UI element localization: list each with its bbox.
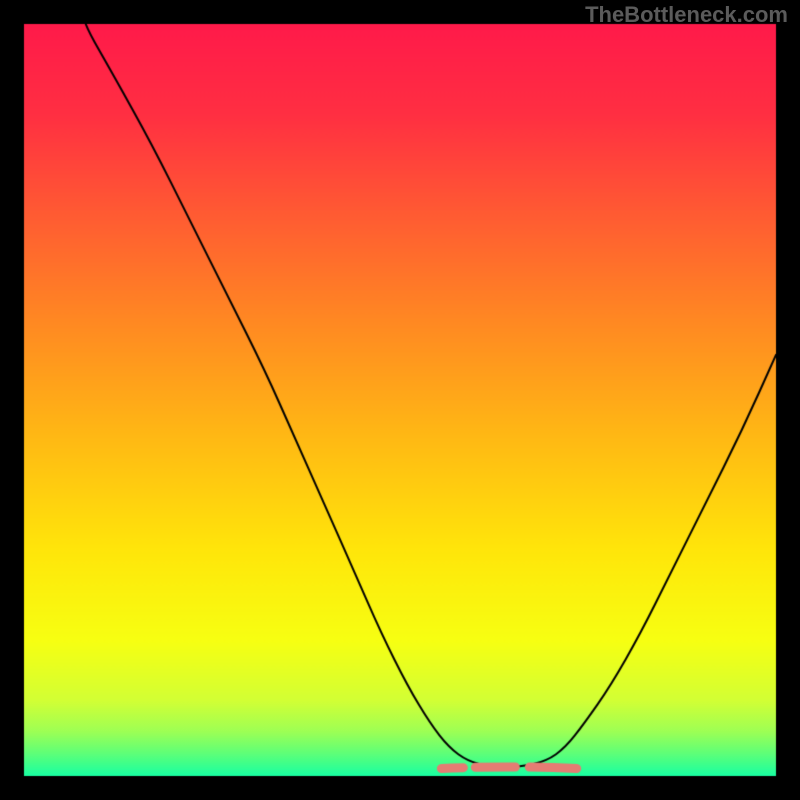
bottleneck-curve-chart <box>0 0 800 800</box>
watermark-text: TheBottleneck.com <box>585 0 788 28</box>
chart-stage: TheBottleneck.com <box>0 0 800 800</box>
